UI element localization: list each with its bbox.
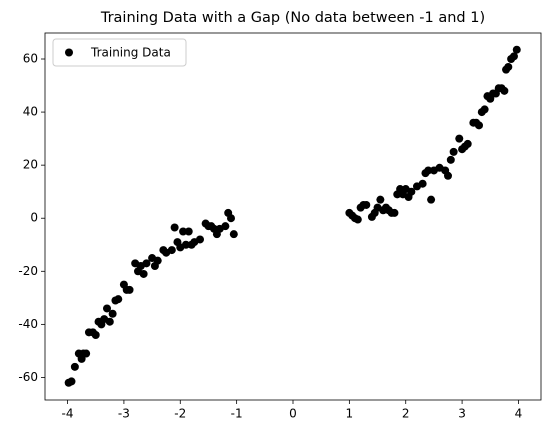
legend-marker xyxy=(65,48,73,57)
point xyxy=(504,62,513,71)
point xyxy=(142,259,151,268)
point xyxy=(446,155,455,164)
point xyxy=(91,330,100,339)
point xyxy=(125,285,134,294)
point xyxy=(196,235,204,244)
point xyxy=(449,147,458,156)
point xyxy=(153,256,162,265)
point xyxy=(463,139,472,148)
point xyxy=(179,227,188,236)
y-tick-label: 40 xyxy=(23,105,38,119)
point xyxy=(114,295,123,304)
y-tick-label: -20 xyxy=(18,264,38,278)
point xyxy=(424,166,433,175)
point xyxy=(427,195,436,204)
point xyxy=(139,269,148,278)
point xyxy=(70,362,79,371)
x-tick-label: 2 xyxy=(402,407,410,421)
point xyxy=(67,377,76,386)
plot-frame xyxy=(44,32,542,401)
point xyxy=(509,52,518,61)
point xyxy=(221,222,230,231)
point xyxy=(105,317,114,326)
point xyxy=(181,240,190,249)
chart-title: Training Data with a Gap (No data betwee… xyxy=(100,10,485,26)
point xyxy=(227,214,235,223)
y-tick-label: 0 xyxy=(30,211,38,225)
y-tick-label: -60 xyxy=(18,370,38,384)
x-tick-label: 4 xyxy=(515,407,523,421)
point xyxy=(184,227,193,236)
y-tick-label: -40 xyxy=(18,317,38,331)
legend-label: Training Data xyxy=(90,46,171,60)
point xyxy=(444,171,452,180)
point xyxy=(512,45,521,54)
legend-box xyxy=(52,38,187,67)
point xyxy=(475,121,483,130)
x-tick-label: 0 xyxy=(289,407,297,421)
x-tick-label: -1 xyxy=(231,407,243,421)
point xyxy=(455,134,464,143)
point xyxy=(108,309,117,318)
point xyxy=(170,223,179,232)
x-tick-label: -2 xyxy=(174,407,186,421)
point xyxy=(229,230,238,239)
point xyxy=(376,195,385,204)
point xyxy=(500,86,509,95)
x-tick-label: -4 xyxy=(62,407,74,421)
x-tick-label: 1 xyxy=(346,407,354,421)
y-tick-label: 20 xyxy=(23,158,38,172)
point xyxy=(353,215,362,224)
point xyxy=(418,179,427,188)
x-tick-label: 3 xyxy=(458,407,466,421)
y-tick-label: 60 xyxy=(23,52,38,66)
point xyxy=(390,208,399,217)
point xyxy=(167,246,176,255)
point xyxy=(407,187,416,196)
point xyxy=(362,200,371,209)
x-tick-label: -3 xyxy=(118,407,130,421)
point xyxy=(480,105,489,114)
point xyxy=(103,304,111,313)
point xyxy=(82,349,91,358)
